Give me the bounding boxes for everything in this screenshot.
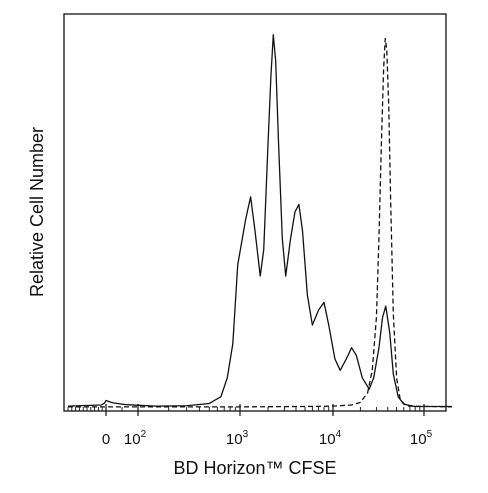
series-layer (67, 34, 453, 408)
x-tick-label: 0 (102, 431, 110, 448)
x-axis-title: BD Horizon™ CFSE (173, 458, 336, 478)
x-tick-labels: 0 102 103 104 105 (102, 429, 433, 448)
y-axis-title: Relative Cell Number (27, 127, 47, 297)
x-tick-label: 103 (226, 429, 249, 448)
x-tick-label: 102 (124, 429, 147, 448)
series-line-dashed (68, 37, 453, 408)
plot-frame (63, 13, 447, 412)
x-tick-label: 105 (410, 429, 433, 448)
x-tick-label: 104 (319, 429, 342, 448)
series-line-solid (67, 34, 452, 408)
